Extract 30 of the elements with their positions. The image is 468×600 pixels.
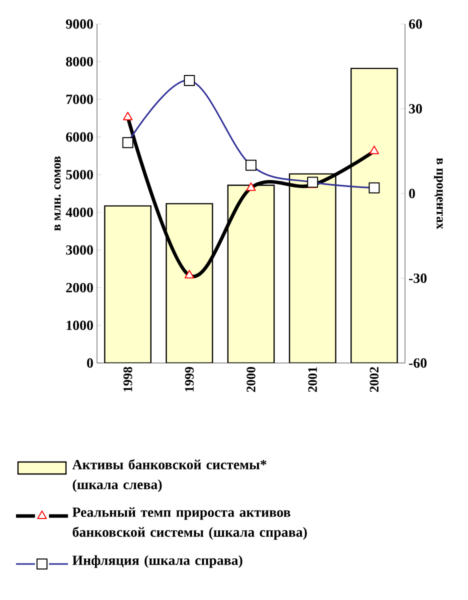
y-tick-label: 4000: [66, 208, 93, 218]
y-tick-label: 1000: [66, 320, 93, 330]
y-tick-label: 8000: [66, 56, 93, 66]
bar: [227, 184, 275, 364]
bar: [288, 173, 336, 364]
y-tick-label: 2000: [66, 282, 93, 292]
bar: [350, 68, 398, 364]
y-axis-title: в млн. сомов: [54, 156, 61, 231]
legend-label: Активы банковской системы* (шкала слева): [72, 459, 266, 492]
bar: [104, 205, 152, 364]
y-tick-label: 7000: [66, 94, 93, 104]
legend-label: Реальный темп прироста активов банковской системы (шкала справа): [72, 507, 307, 540]
x-tick-label: 1999: [185, 366, 194, 392]
x-tick-label: 2002: [370, 367, 379, 392]
bar: [166, 203, 214, 364]
y-tick-label: 9000: [66, 19, 93, 29]
y2-tick-label: -30: [409, 274, 427, 283]
x-tick-label: 2001: [308, 367, 317, 392]
y-tick-label: 6000: [66, 132, 93, 142]
y2-tick-label: -60: [409, 358, 427, 368]
y2-tick-label: 0: [409, 188, 415, 198]
y-tick-label: 0: [87, 358, 93, 368]
y2-tick-label: 30: [409, 104, 422, 114]
y2-axis-title: в процентах: [434, 158, 443, 230]
y2-tick-label: 60: [409, 19, 422, 29]
y-tick-label: 3000: [66, 245, 93, 255]
x-tick-label: 2000: [246, 367, 256, 392]
legend-label: Инфляция (шкала справа): [72, 555, 242, 568]
y-tick-label: 5000: [66, 170, 93, 180]
x-tick-label: 1998: [123, 366, 132, 392]
